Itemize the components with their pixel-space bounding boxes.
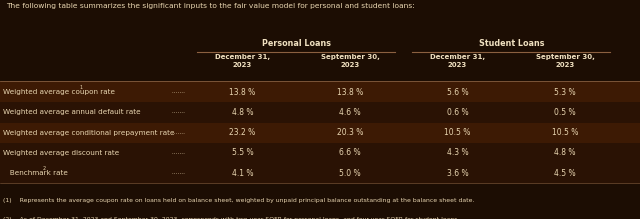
- Text: 4.1 %: 4.1 %: [232, 169, 253, 178]
- Text: September 30,
2023: September 30, 2023: [321, 54, 380, 67]
- Text: December 31,
2023: December 31, 2023: [430, 54, 485, 67]
- Text: 5.5 %: 5.5 %: [232, 148, 253, 157]
- Text: December 31,
2023: December 31, 2023: [215, 54, 270, 67]
- Text: Weighted average discount rate: Weighted average discount rate: [3, 150, 120, 156]
- Text: 13.8 %: 13.8 %: [229, 88, 256, 97]
- Text: 0.5 %: 0.5 %: [554, 108, 576, 117]
- Text: Student Loans: Student Loans: [479, 39, 544, 48]
- FancyBboxPatch shape: [0, 122, 640, 143]
- Text: 5.0 %: 5.0 %: [339, 169, 361, 178]
- Text: 23.2 %: 23.2 %: [229, 128, 256, 137]
- Text: 5.6 %: 5.6 %: [447, 88, 468, 97]
- Text: (2)    As of December 31, 2023 and September 30, 2023, corresponds with two-year: (2) As of December 31, 2023 and Septembe…: [3, 217, 460, 219]
- Text: 1: 1: [80, 85, 83, 90]
- Text: 4.5 %: 4.5 %: [554, 169, 576, 178]
- FancyBboxPatch shape: [0, 163, 640, 183]
- Text: 6.6 %: 6.6 %: [339, 148, 361, 157]
- Text: 4.3 %: 4.3 %: [447, 148, 468, 157]
- Text: 0.6 %: 0.6 %: [447, 108, 468, 117]
- Text: Weighted average annual default rate: Weighted average annual default rate: [3, 109, 141, 115]
- Text: 4.6 %: 4.6 %: [339, 108, 361, 117]
- Text: Weighted average coupon rate: Weighted average coupon rate: [3, 89, 115, 95]
- Text: 13.8 %: 13.8 %: [337, 88, 364, 97]
- Text: 20.3 %: 20.3 %: [337, 128, 364, 137]
- FancyBboxPatch shape: [0, 143, 640, 163]
- Text: 5.3 %: 5.3 %: [554, 88, 576, 97]
- Text: 10.5 %: 10.5 %: [552, 128, 579, 137]
- FancyBboxPatch shape: [0, 82, 640, 102]
- Text: 2: 2: [42, 166, 45, 171]
- Text: Benchmark rate: Benchmark rate: [3, 170, 68, 176]
- Text: The following table summarizes the significant inputs to the fair value model fo: The following table summarizes the signi…: [6, 3, 415, 9]
- Text: 3.6 %: 3.6 %: [447, 169, 468, 178]
- Text: Personal Loans: Personal Loans: [262, 39, 331, 48]
- Text: September 30,
2023: September 30, 2023: [536, 54, 595, 67]
- FancyBboxPatch shape: [0, 102, 640, 122]
- Text: Weighted average conditional prepayment rate: Weighted average conditional prepayment …: [3, 130, 175, 136]
- Text: (1)    Represents the average coupon rate on loans held on balance sheet, weight: (1) Represents the average coupon rate o…: [3, 198, 475, 203]
- Text: 4.8 %: 4.8 %: [554, 148, 576, 157]
- Text: 10.5 %: 10.5 %: [444, 128, 471, 137]
- Text: 4.8 %: 4.8 %: [232, 108, 253, 117]
